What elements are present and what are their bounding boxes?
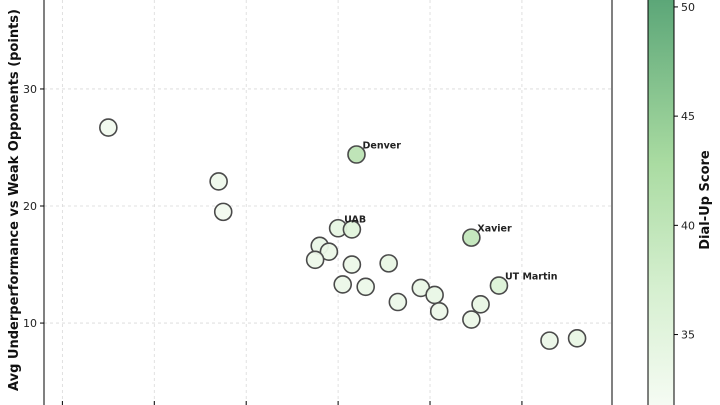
y-axis-ticks: 10 20 30 <box>23 83 44 330</box>
data-point <box>333 275 353 294</box>
data-point <box>319 242 339 261</box>
data-point <box>388 292 408 312</box>
point-labels: Denver UAB Xavier UT Martin <box>344 141 558 283</box>
y-tick-label: 10 <box>23 317 37 330</box>
colorbar-gradient <box>647 0 675 405</box>
data-point <box>213 202 233 222</box>
colorbar-ticks: 35 40 45 50 <box>674 1 695 342</box>
data-point <box>540 331 559 350</box>
data-points <box>99 118 587 350</box>
point-label: Denver <box>362 141 401 152</box>
data-point-xavier <box>462 228 481 247</box>
colorbar-tick-label: 35 <box>681 329 695 342</box>
data-point <box>471 295 490 314</box>
grid <box>44 0 612 405</box>
data-point <box>99 118 118 137</box>
data-point <box>379 254 398 273</box>
y-tick-label: 30 <box>23 83 37 96</box>
colorbar-tick-label: 50 <box>681 1 695 14</box>
point-label: UAB <box>344 214 366 225</box>
colorbar-label: Dial-Up Score <box>698 150 713 250</box>
colorbar: 35 40 45 50 Dial-Up Score <box>647 0 713 405</box>
data-point <box>342 255 362 274</box>
colorbar-tick-label: 45 <box>681 110 695 123</box>
data-point-denver <box>347 145 366 164</box>
data-point <box>356 277 375 297</box>
colorbar-tick-label: 40 <box>681 219 695 232</box>
y-tick-label: 20 <box>23 200 37 213</box>
data-point <box>425 285 444 305</box>
data-point <box>342 220 362 239</box>
point-label: Xavier <box>477 224 512 235</box>
data-point <box>305 250 325 270</box>
data-point <box>462 310 481 329</box>
data-point <box>429 302 449 321</box>
data-point <box>567 328 587 348</box>
data-point-ut-martin <box>489 276 509 295</box>
point-label: UT Martin <box>505 272 558 283</box>
y-axis-label: Avg Underperformance vs Weak Opponents (… <box>7 9 22 391</box>
data-point <box>209 172 228 191</box>
